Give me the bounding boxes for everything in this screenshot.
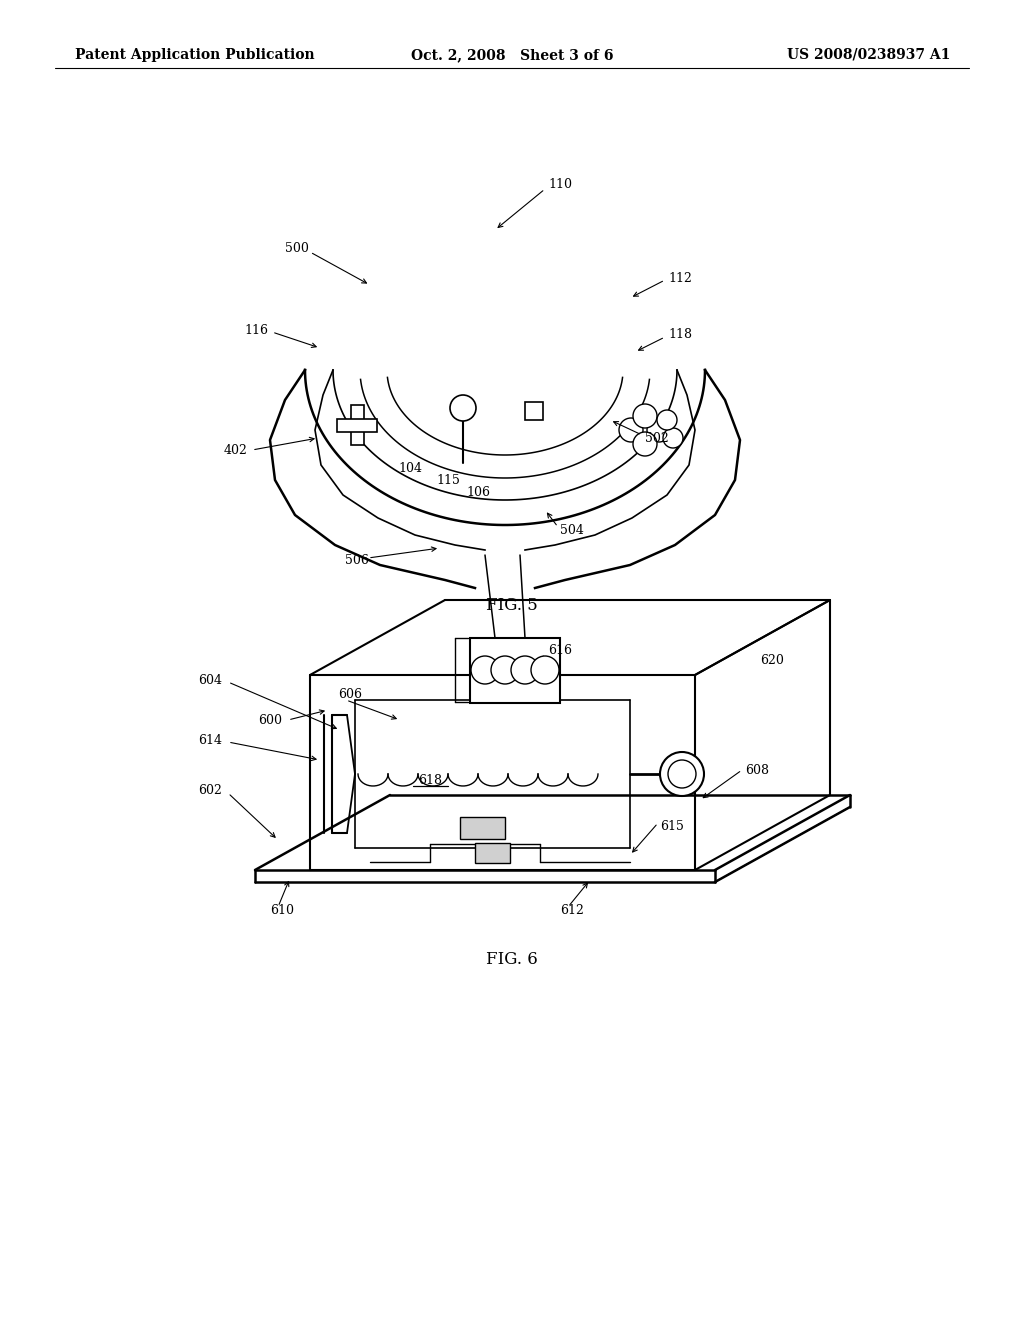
Text: Oct. 2, 2008   Sheet 3 of 6: Oct. 2, 2008 Sheet 3 of 6 bbox=[411, 48, 613, 62]
Text: 112: 112 bbox=[668, 272, 692, 285]
Text: 604: 604 bbox=[198, 673, 222, 686]
Text: 606: 606 bbox=[338, 689, 362, 701]
Circle shape bbox=[511, 656, 539, 684]
Text: 116: 116 bbox=[244, 323, 268, 337]
Text: 602: 602 bbox=[198, 784, 222, 796]
Bar bbox=[475, 843, 510, 863]
Circle shape bbox=[633, 404, 657, 428]
Text: 402: 402 bbox=[224, 444, 248, 457]
Text: 608: 608 bbox=[745, 763, 769, 776]
Text: 104: 104 bbox=[398, 462, 422, 474]
Text: 110: 110 bbox=[548, 178, 572, 191]
Text: 614: 614 bbox=[198, 734, 222, 747]
Text: 612: 612 bbox=[560, 903, 584, 916]
Text: 506: 506 bbox=[345, 553, 369, 566]
Circle shape bbox=[531, 656, 559, 684]
Circle shape bbox=[660, 752, 705, 796]
Circle shape bbox=[657, 411, 677, 430]
Text: 106: 106 bbox=[466, 486, 490, 499]
Text: 616: 616 bbox=[548, 644, 572, 656]
Text: 600: 600 bbox=[258, 714, 282, 726]
Circle shape bbox=[490, 656, 519, 684]
Circle shape bbox=[668, 760, 696, 788]
Bar bbox=[351, 405, 364, 445]
Circle shape bbox=[618, 418, 643, 442]
Text: FIG. 6: FIG. 6 bbox=[486, 952, 538, 969]
Circle shape bbox=[633, 432, 657, 455]
Bar bbox=[470, 638, 560, 704]
Text: Patent Application Publication: Patent Application Publication bbox=[75, 48, 314, 62]
Text: 500: 500 bbox=[285, 242, 309, 255]
Bar bbox=[337, 418, 377, 432]
Bar bbox=[460, 817, 505, 840]
Text: 618: 618 bbox=[418, 774, 442, 787]
Text: FIG. 5: FIG. 5 bbox=[486, 597, 538, 614]
Circle shape bbox=[450, 395, 476, 421]
Text: US 2008/0238937 A1: US 2008/0238937 A1 bbox=[786, 48, 950, 62]
Text: 118: 118 bbox=[668, 329, 692, 342]
Text: 610: 610 bbox=[270, 903, 294, 916]
Bar bbox=[525, 403, 543, 420]
Circle shape bbox=[647, 418, 671, 442]
Text: 115: 115 bbox=[436, 474, 460, 487]
Circle shape bbox=[471, 656, 499, 684]
Text: 620: 620 bbox=[760, 653, 784, 667]
Circle shape bbox=[663, 428, 683, 447]
Text: 504: 504 bbox=[560, 524, 584, 536]
Text: 615: 615 bbox=[660, 820, 684, 833]
Text: 502: 502 bbox=[645, 432, 669, 445]
